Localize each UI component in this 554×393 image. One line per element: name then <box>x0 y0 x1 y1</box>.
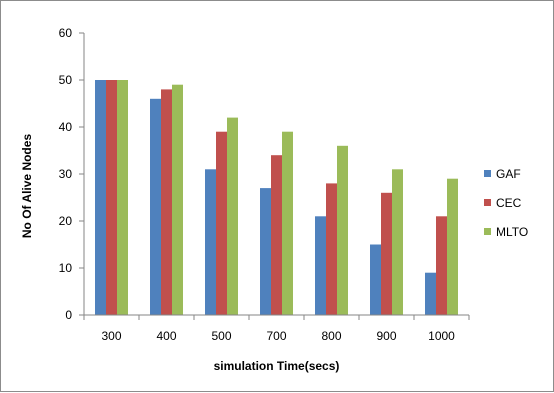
legend-label-cec: CEC <box>496 196 522 210</box>
y-axis-ticks: 0 10 20 30 40 50 60 <box>59 26 84 322</box>
y-tick-label: 60 <box>59 26 73 40</box>
bar-mlto-500 <box>227 117 238 315</box>
bar-gaf-800 <box>315 216 326 315</box>
y-tick-label: 20 <box>59 214 73 228</box>
x-axis-ticks: 300 400 500 700 800 900 1000 <box>83 315 470 343</box>
legend-swatch-cec <box>484 199 491 206</box>
bar-gaf-900 <box>370 244 381 315</box>
bar-mlto-400 <box>172 84 183 315</box>
bar-mlto-300 <box>117 80 128 315</box>
bar-cec-400 <box>161 89 172 316</box>
legend-label-mlto: MLTO <box>496 225 528 239</box>
y-tick-label: 0 <box>65 308 72 322</box>
bar-gaf-400 <box>150 98 161 315</box>
x-tick-label: 900 <box>376 329 396 343</box>
y-tick-label: 10 <box>59 261 73 275</box>
bar-mlto-700 <box>282 131 293 315</box>
legend-swatch-gaf <box>484 170 491 177</box>
bar-cec-900 <box>381 192 392 315</box>
bar-gaf-500 <box>205 169 216 315</box>
y-tick-label: 50 <box>59 73 73 87</box>
bar-mlto-1000 <box>447 178 458 315</box>
x-tick-label: 1000 <box>428 329 455 343</box>
bar-cec-300 <box>106 80 117 315</box>
x-tick-label: 800 <box>321 329 341 343</box>
legend-label-gaf: GAF <box>496 167 521 181</box>
x-axis-title: simulation Time(secs) <box>214 359 340 373</box>
bar-mlto-800 <box>337 145 348 315</box>
legend-swatch-mlto <box>484 228 491 235</box>
bar-cec-1000 <box>436 216 447 315</box>
x-tick-label: 300 <box>101 329 121 343</box>
bar-cec-800 <box>326 183 337 315</box>
y-tick-label: 40 <box>59 120 73 134</box>
legend: GAF CEC MLTO <box>484 167 528 239</box>
bar-gaf-700 <box>260 188 271 315</box>
y-tick-label: 30 <box>59 167 73 181</box>
x-tick-label: 400 <box>156 329 176 343</box>
bar-cec-700 <box>271 155 282 315</box>
y-axis-title: No Of Alive Nodes <box>20 134 34 239</box>
bar-cec-500 <box>216 131 227 315</box>
bars <box>95 80 458 316</box>
bar-mlto-900 <box>392 169 403 315</box>
bar-gaf-300 <box>95 80 106 315</box>
x-tick-label: 700 <box>266 329 286 343</box>
bar-gaf-1000 <box>425 272 436 315</box>
x-tick-label: 500 <box>211 329 231 343</box>
